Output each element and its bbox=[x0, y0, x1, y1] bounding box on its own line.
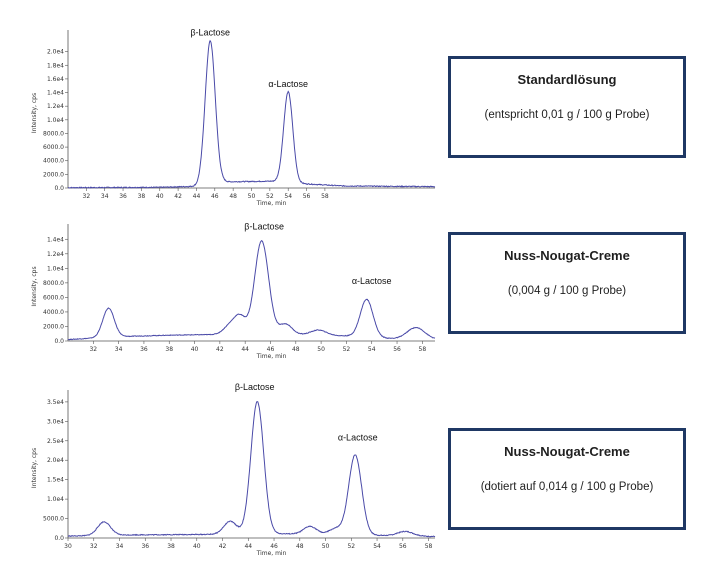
x-tick-label: 46 bbox=[211, 193, 219, 200]
y-tick-label: 1.0e4 bbox=[47, 496, 64, 503]
y-tick-label: 1.4e4 bbox=[47, 90, 64, 97]
signal-trace bbox=[67, 401, 436, 538]
x-tick-label: 54 bbox=[373, 543, 381, 550]
y-tick-label: 0.0 bbox=[54, 535, 64, 542]
peak-label: β-Lactose bbox=[244, 222, 284, 232]
x-tick-label: 32 bbox=[90, 543, 98, 550]
y-tick-label: 1.4e4 bbox=[47, 236, 64, 243]
x-tick-label: 44 bbox=[244, 543, 252, 550]
x-tick-label: 54 bbox=[284, 193, 292, 200]
y-tick-label: 1.2e4 bbox=[47, 103, 64, 110]
x-axis-label: Time, min bbox=[256, 200, 287, 207]
y-tick-label: 2.5e4 bbox=[47, 438, 64, 445]
y-tick-label: 2000.0 bbox=[43, 323, 64, 330]
x-tick-label: 58 bbox=[321, 193, 329, 200]
peak-label: α-Lactose bbox=[352, 276, 392, 286]
peak-label: β-Lactose bbox=[190, 27, 230, 37]
x-tick-label: 48 bbox=[229, 193, 237, 200]
x-tick-label: 50 bbox=[322, 543, 330, 550]
x-tick-label: 56 bbox=[399, 543, 407, 550]
chromatogram-spiked: 0.0 5000.0 1.0e4 1.5e4 2.0e4 2.5e4 3.0e4 3.5e4 3… bbox=[31, 382, 436, 557]
x-tick-label: 58 bbox=[419, 346, 427, 353]
y-axis-label: Intensity, cps bbox=[31, 266, 38, 306]
y-tick-label: 3.5e4 bbox=[47, 399, 64, 406]
y-tick-label: 2.0e4 bbox=[47, 49, 64, 56]
info-box-standard: Standardlösung (entspricht 0,01 g / 100 … bbox=[448, 56, 686, 158]
x-tick-label: 52 bbox=[347, 543, 355, 550]
x-tick-label: 40 bbox=[193, 543, 201, 550]
x-tick-label: 54 bbox=[368, 346, 376, 353]
x-tick-label: 56 bbox=[393, 346, 401, 353]
box-title: Nuss-Nougat-Creme bbox=[504, 248, 630, 263]
y-tick-label: 6000.0 bbox=[43, 144, 64, 151]
x-tick-label: 44 bbox=[241, 346, 249, 353]
x-tick-label: 40 bbox=[191, 346, 199, 353]
x-tick-label: 48 bbox=[296, 543, 304, 550]
x-tick-label: 34 bbox=[101, 193, 109, 200]
y-tick-label: 6000.0 bbox=[43, 294, 64, 301]
box-title: Nuss-Nougat-Creme bbox=[504, 444, 630, 459]
x-tick-label: 46 bbox=[267, 346, 275, 353]
y-tick-label: 1.5e4 bbox=[47, 477, 64, 484]
x-tick-label: 56 bbox=[303, 193, 311, 200]
y-axis-label: Intensity, cps bbox=[31, 448, 38, 488]
y-tick-label: 5000.0 bbox=[43, 516, 64, 523]
chromatogram-sample: 0.0 2000.0 4000.0 6000.0 8000.0 1.0e4 1.2e4 1.4… bbox=[31, 222, 436, 360]
info-box-spiked: Nuss-Nougat-Creme (dotiert auf 0,014 g /… bbox=[448, 428, 686, 530]
y-tick-label: 4000.0 bbox=[43, 158, 64, 165]
peak-label: β-Lactose bbox=[235, 382, 275, 392]
x-tick-label: 52 bbox=[266, 193, 274, 200]
y-tick-label: 3.0e4 bbox=[47, 418, 64, 425]
y-tick-label: 1.2e4 bbox=[47, 251, 64, 258]
x-tick-label: 48 bbox=[292, 346, 300, 353]
y-tick-label: 8000.0 bbox=[43, 280, 64, 287]
x-tick-label: 46 bbox=[270, 543, 278, 550]
x-tick-label: 50 bbox=[317, 346, 325, 353]
x-tick-label: 32 bbox=[89, 346, 97, 353]
y-axis-label: Intensity, cps bbox=[31, 93, 38, 133]
x-tick-label: 38 bbox=[165, 346, 173, 353]
y-tick-label: 2.0e4 bbox=[47, 457, 64, 464]
x-tick-label: 32 bbox=[83, 193, 91, 200]
x-tick-label: 36 bbox=[119, 193, 127, 200]
peak-label: α-Lactose bbox=[338, 433, 378, 443]
x-axis-label: Time, min bbox=[256, 353, 287, 360]
x-tick-label: 42 bbox=[216, 346, 224, 353]
x-tick-label: 42 bbox=[219, 543, 227, 550]
x-tick-label: 42 bbox=[174, 193, 182, 200]
y-tick-label: 1.0e4 bbox=[47, 117, 64, 124]
y-tick-label: 8000.0 bbox=[43, 130, 64, 137]
y-tick-label: 2000.0 bbox=[43, 171, 64, 178]
x-tick-label: 38 bbox=[167, 543, 175, 550]
x-tick-label: 58 bbox=[425, 543, 433, 550]
peak-label: α-Lactose bbox=[268, 79, 308, 89]
x-tick-label: 36 bbox=[141, 543, 149, 550]
x-tick-label: 44 bbox=[193, 193, 201, 200]
x-tick-label: 40 bbox=[156, 193, 164, 200]
info-box-sample: Nuss-Nougat-Creme (0,004 g / 100 g Probe… bbox=[448, 232, 686, 334]
x-tick-label: 36 bbox=[140, 346, 148, 353]
x-tick-label: 52 bbox=[343, 346, 351, 353]
box-subtitle: (0,004 g / 100 g Probe) bbox=[507, 285, 627, 297]
chromatogram-standard: 0.0 2000.0 4000.0 6000.0 8000.0 1.0e4 1.2e4 1.4… bbox=[31, 27, 436, 207]
box-subtitle: (entspricht 0,01 g / 100 g Probe) bbox=[484, 109, 650, 121]
signal-trace bbox=[67, 39, 436, 189]
x-axis-label: Time, min bbox=[256, 550, 287, 557]
x-tick-label: 38 bbox=[138, 193, 146, 200]
x-tick-label: 50 bbox=[248, 193, 256, 200]
x-tick-label: 34 bbox=[116, 543, 124, 550]
y-tick-label: 1.8e4 bbox=[47, 62, 64, 69]
y-tick-label: 1.6e4 bbox=[47, 76, 64, 83]
x-tick-label: 34 bbox=[115, 346, 123, 353]
y-tick-label: 0.0 bbox=[54, 338, 64, 345]
box-title: Standardlösung bbox=[517, 72, 617, 87]
y-tick-label: 4000.0 bbox=[43, 309, 64, 316]
y-tick-label: 0.0 bbox=[54, 185, 64, 192]
signal-trace bbox=[67, 239, 436, 341]
box-subtitle: (dotiert auf 0,014 g / 100 g Probe) bbox=[480, 481, 654, 493]
x-tick-label: 30 bbox=[64, 543, 72, 550]
y-tick-label: 1.0e4 bbox=[47, 265, 64, 272]
